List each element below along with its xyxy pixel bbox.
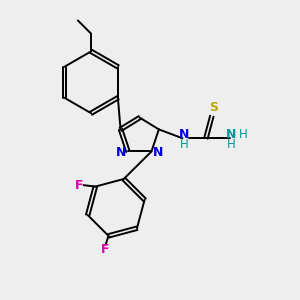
Text: F: F (101, 243, 110, 256)
Text: H: H (238, 128, 247, 141)
Text: N: N (116, 146, 127, 159)
Text: N: N (153, 146, 163, 159)
Text: S: S (209, 101, 218, 114)
Text: H: H (179, 138, 188, 151)
Text: N: N (179, 128, 189, 141)
Text: H: H (226, 138, 235, 151)
Text: F: F (75, 178, 83, 192)
Text: N: N (226, 128, 236, 141)
